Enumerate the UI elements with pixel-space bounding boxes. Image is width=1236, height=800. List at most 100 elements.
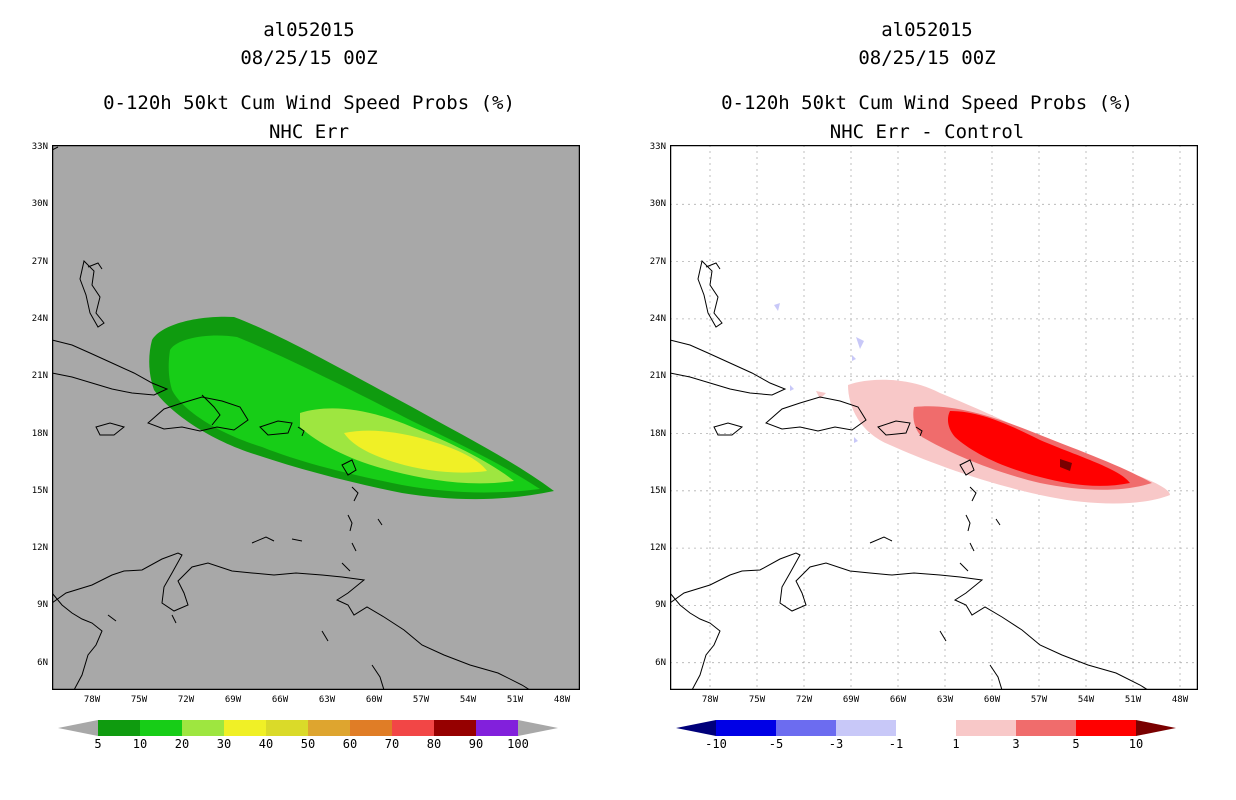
lat-label: 24N <box>649 313 666 324</box>
lat-label: 6N <box>655 657 666 668</box>
lon-label: 51W <box>506 695 524 705</box>
colorbar-segment <box>476 720 519 736</box>
colorbar-segment <box>308 720 351 736</box>
colorbar-tick-label: 3 <box>1012 737 1020 751</box>
colorbar-under <box>58 720 98 736</box>
lon-label: 54W <box>459 695 477 705</box>
colorbar-tick-label: 50 <box>300 737 316 751</box>
colorbar-segment <box>1016 720 1077 736</box>
colorbar-segment <box>350 720 393 736</box>
difference-field <box>774 303 1170 504</box>
lon-label: 48W <box>1171 695 1189 705</box>
colorbar-tick-label: 5 <box>1072 737 1080 751</box>
datetime: 08/25/15 00Z <box>240 47 378 69</box>
colorbar-segment <box>392 720 435 736</box>
lat-label: 30N <box>649 199 666 210</box>
colorbar-tick-label: 10 <box>1128 737 1144 751</box>
lat-label: 9N <box>37 600 48 611</box>
colorbar-segment <box>434 720 477 736</box>
colorbar-tick-label: 10 <box>132 737 148 751</box>
lat-label: 18N <box>31 428 48 439</box>
lon-label: 60W <box>365 695 383 705</box>
colorbar-over <box>518 720 558 736</box>
lat-label: 18N <box>649 428 666 439</box>
colorbar-tick-label: 30 <box>216 737 232 751</box>
lon-label: 75W <box>748 695 766 705</box>
product-title: 0-120h 50kt Cum Wind Speed Probs (%) <box>103 92 515 114</box>
colorbar-segment <box>140 720 183 736</box>
lat-label: 33N <box>31 142 48 152</box>
coastlines <box>52 146 531 690</box>
lat-label: 9N <box>655 600 666 611</box>
colorbar-segment <box>776 720 837 736</box>
subtitle: NHC Err - Control <box>829 121 1025 143</box>
lon-label: 57W <box>412 695 430 705</box>
lon-label: 60W <box>983 695 1001 705</box>
subtitle: NHC Err <box>268 121 350 143</box>
lat-label: 6N <box>37 657 48 668</box>
difference-map <box>670 145 1198 690</box>
lat-label: 21N <box>649 371 666 382</box>
colorbar-segment <box>98 720 141 736</box>
lat-label: 27N <box>31 256 48 267</box>
lon-label: 78W <box>701 695 719 705</box>
lon-label: 57W <box>1030 695 1048 705</box>
colorbar-segment <box>182 720 225 736</box>
lon-label: 69W <box>842 695 860 705</box>
lat-label: 15N <box>31 485 48 496</box>
colorbar-segment <box>836 720 897 736</box>
datetime: 08/25/15 00Z <box>858 47 996 69</box>
product-title: 0-120h 50kt Cum Wind Speed Probs (%) <box>721 92 1133 114</box>
lon-label: 63W <box>318 695 336 705</box>
lat-label: 15N <box>649 485 666 496</box>
coastlines <box>670 260 1149 690</box>
lon-label: 72W <box>177 695 195 705</box>
colorbar-segment <box>716 720 777 736</box>
storm-id: al052015 <box>263 19 355 41</box>
lat-label: 27N <box>649 256 666 267</box>
colorbar-tick-label: -10 <box>705 737 727 751</box>
panel-nhc-err: al052015 08/25/15 00Z 0-120h 50kt Cum Wi… <box>31 19 580 751</box>
map-frame <box>52 145 580 690</box>
colorbar-tick-label: 20 <box>174 737 190 751</box>
lon-label: 63W <box>936 695 954 705</box>
lat-label: 12N <box>649 543 666 554</box>
lat-label: 21N <box>31 371 48 382</box>
lon-label: 66W <box>889 695 907 705</box>
colorbar-tick-label: 90 <box>468 737 484 751</box>
colorbar-segment <box>956 720 1017 736</box>
lat-label: 33N <box>649 142 666 152</box>
lat-label: 24N <box>31 313 48 324</box>
colorbar-under <box>676 720 716 736</box>
lon-label: 48W <box>553 695 571 705</box>
lat-label: 12N <box>31 543 48 554</box>
map-frame <box>670 145 1198 690</box>
lon-label: 54W <box>1077 695 1095 705</box>
lon-label: 75W <box>130 695 148 705</box>
colorbar-tick-label: -5 <box>768 737 784 751</box>
colorbar-tick-label: 100 <box>507 737 529 751</box>
colorbar-segment <box>896 720 957 736</box>
lon-label: 69W <box>224 695 242 705</box>
colorbar-tick-label: -3 <box>828 737 844 751</box>
lon-label: 72W <box>795 695 813 705</box>
colorbar-tick-label: -1 <box>888 737 904 751</box>
colorbar-right <box>676 720 1176 736</box>
colorbar-tick-label: 70 <box>384 737 400 751</box>
colorbar-left <box>58 720 558 736</box>
lat-label: 30N <box>31 199 48 210</box>
probability-map <box>52 145 580 690</box>
lon-label: 51W <box>1124 695 1142 705</box>
probability-swath <box>149 316 554 500</box>
colorbar-tick-label: 60 <box>342 737 358 751</box>
colorbar-segment <box>266 720 309 736</box>
lon-label: 66W <box>271 695 289 705</box>
lon-label: 78W <box>83 695 101 705</box>
storm-id: al052015 <box>881 19 973 41</box>
colorbar-tick-label: 80 <box>426 737 442 751</box>
colorbar-tick-label: 40 <box>258 737 274 751</box>
panel-nhc-err-control: al052015 08/25/15 00Z 0-120h 50kt Cum Wi… <box>618 0 1236 800</box>
colorbar-over <box>1136 720 1176 736</box>
colorbar-segment <box>1076 720 1137 736</box>
colorbar-tick-label: 1 <box>952 737 960 751</box>
